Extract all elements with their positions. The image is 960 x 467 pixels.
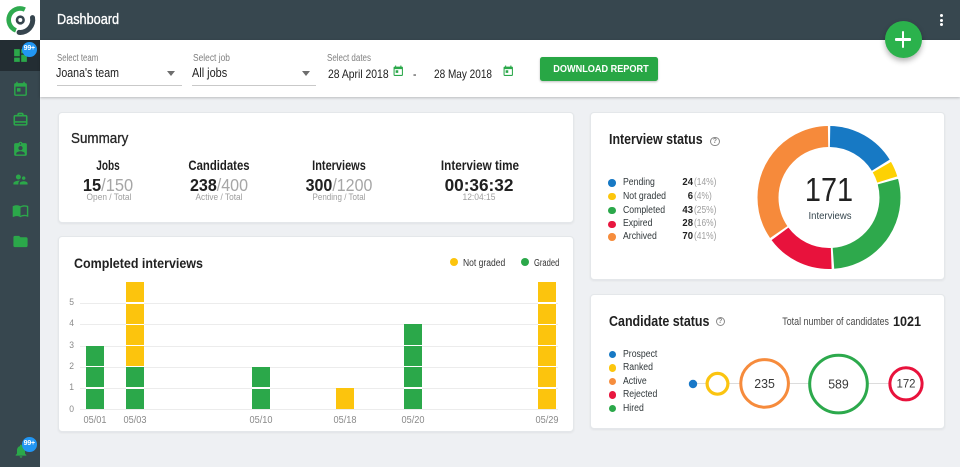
svg-text:589: 589 [828, 377, 849, 391]
svg-text:172: 172 [896, 377, 915, 390]
svg-text:235: 235 [754, 376, 775, 390]
